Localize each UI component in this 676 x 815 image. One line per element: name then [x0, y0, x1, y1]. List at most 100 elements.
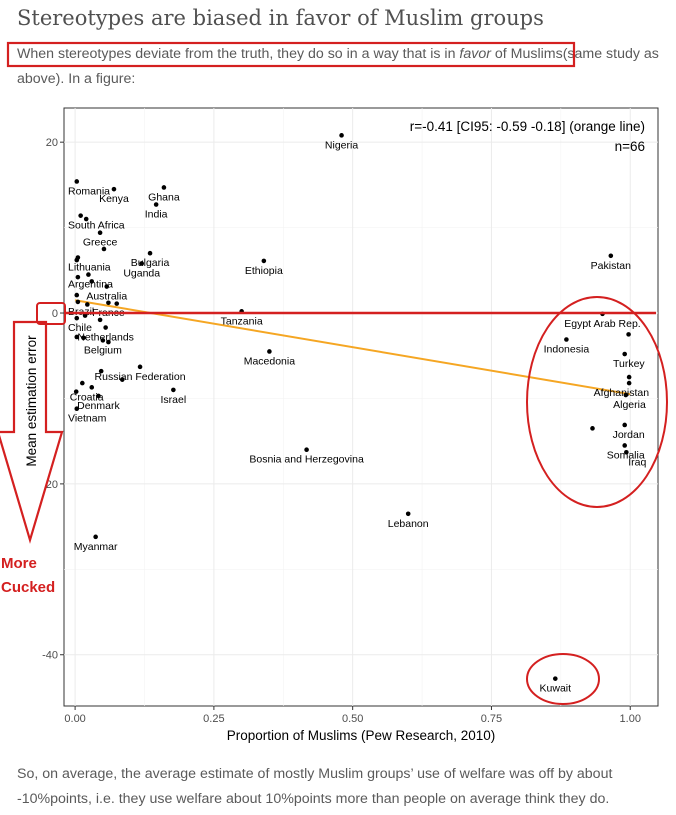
- boxed-claim: When stereotypes deviate from the truth,…: [17, 46, 563, 62]
- data-point: [97, 317, 103, 323]
- data-point: [552, 676, 558, 681]
- point-label: Somalia: [607, 449, 645, 461]
- data-point: [261, 258, 267, 264]
- point-label: Algeria: [613, 399, 646, 411]
- data-point: [106, 339, 111, 345]
- data-point: [80, 380, 85, 386]
- outro-paragraph: So, on average, the average estimate of …: [17, 766, 613, 807]
- point-label: Indonesia: [544, 344, 590, 356]
- data-point: [624, 449, 629, 455]
- point-label: South Africa: [68, 220, 125, 232]
- data-point: [74, 257, 80, 263]
- fit-line: [74, 299, 631, 396]
- data-point: [74, 406, 80, 412]
- data-point: [75, 274, 81, 280]
- x-tick-label: 0.75: [481, 713, 502, 725]
- point-label: Afghanistan: [594, 387, 650, 399]
- data-point: [89, 385, 95, 390]
- point-label: Bosnia and Herzegovina: [249, 454, 364, 466]
- data-point: [111, 186, 117, 192]
- cucked-label: Cucked: [1, 579, 55, 596]
- data-point: [96, 393, 101, 399]
- kuwait-ellipse: [526, 653, 600, 705]
- data-point: [97, 230, 103, 236]
- data-point: [74, 315, 80, 321]
- point-label: Turkey: [613, 358, 645, 370]
- page-title: Stereotypes are biased in favor of Musli…: [17, 6, 544, 30]
- y-axis-title: Mean estimation error: [24, 335, 39, 467]
- data-point: [590, 426, 595, 431]
- point-label: Lebanon: [388, 518, 429, 530]
- point-label: Egypt Arab Rep.: [564, 318, 640, 330]
- fit-line-group: [74, 299, 631, 396]
- data-point: [78, 213, 83, 218]
- data-point: [74, 179, 80, 184]
- point-label: Uganda: [123, 267, 160, 279]
- data-point: [74, 334, 80, 340]
- point-label: India: [145, 209, 168, 221]
- point-label: Denmark: [77, 400, 120, 412]
- data-point: [626, 374, 632, 380]
- data-point: [98, 368, 104, 374]
- data-point: [82, 313, 88, 318]
- point-label: Bulgaria: [131, 257, 170, 269]
- data-point: [608, 253, 614, 259]
- data-point: [119, 377, 125, 382]
- y-tick-label: 20: [46, 479, 58, 491]
- data-point: [89, 279, 95, 284]
- point-label: Kenya: [99, 193, 129, 205]
- stats-text: r=-0.41 [CI95: -0.59 -0.18] (orange line…: [410, 119, 645, 134]
- point-label: Tanzania: [221, 315, 263, 327]
- point-label: Australia: [86, 291, 127, 303]
- data-point: [73, 389, 79, 394]
- more-label: More: [1, 555, 37, 572]
- point-label: Croatia: [70, 391, 104, 403]
- data-point: [100, 338, 106, 343]
- point-label: Nigeria: [325, 139, 358, 151]
- point-label: Vietnam: [68, 413, 107, 425]
- intro-paragraph: When stereotypes deviate from the truth,…: [17, 42, 665, 92]
- y-tick-label: 20: [46, 137, 58, 149]
- muslim-countries-ellipse: [526, 296, 668, 508]
- point-label: Israel: [161, 394, 187, 406]
- point-label: Macedonia: [244, 355, 296, 367]
- point-label: Ethiopia: [245, 265, 283, 277]
- x-axis-title: Proportion of Muslims (Pew Research, 201…: [227, 728, 496, 743]
- data-point: [171, 387, 176, 393]
- data-point: [339, 133, 344, 138]
- data-point: [161, 185, 167, 190]
- data-point: [106, 300, 111, 306]
- data-point: [114, 301, 120, 306]
- n-text: n=66: [615, 139, 645, 154]
- claim-text-1: When stereotypes deviate from the truth,…: [17, 46, 460, 62]
- data-point: [405, 511, 411, 517]
- point-label: Argentina: [68, 279, 113, 291]
- data-point: [75, 299, 81, 305]
- x-tick-label: 0.50: [342, 713, 363, 725]
- data-point: [139, 261, 145, 266]
- point-label: Ghana: [148, 191, 180, 203]
- point-label: Chile: [68, 322, 92, 334]
- point-label: Pakistan: [591, 260, 631, 272]
- point-label: Iraq: [628, 456, 646, 468]
- y-tick-label: 0: [52, 308, 58, 320]
- point-label: Greece: [83, 237, 118, 249]
- data-point: [564, 337, 569, 342]
- point-label: Netherlands: [77, 332, 134, 344]
- data-point: [622, 422, 627, 428]
- zero-tick-box: [36, 302, 66, 325]
- claim-text-2: of Muslims: [490, 46, 563, 62]
- data-point: [74, 292, 80, 298]
- data-point: [83, 216, 89, 222]
- data-point: [101, 246, 107, 252]
- data-point: [153, 202, 159, 207]
- point-label: Russian Federation: [95, 371, 186, 383]
- data-point: [267, 349, 272, 354]
- data-point: [81, 335, 86, 341]
- down-arrow-annotation: [0, 320, 64, 544]
- data-point: [304, 447, 309, 453]
- data-point: [622, 443, 627, 448]
- data-point: [137, 364, 143, 370]
- point-label: Kuwait: [540, 683, 572, 695]
- claim-italic: favor: [459, 46, 491, 62]
